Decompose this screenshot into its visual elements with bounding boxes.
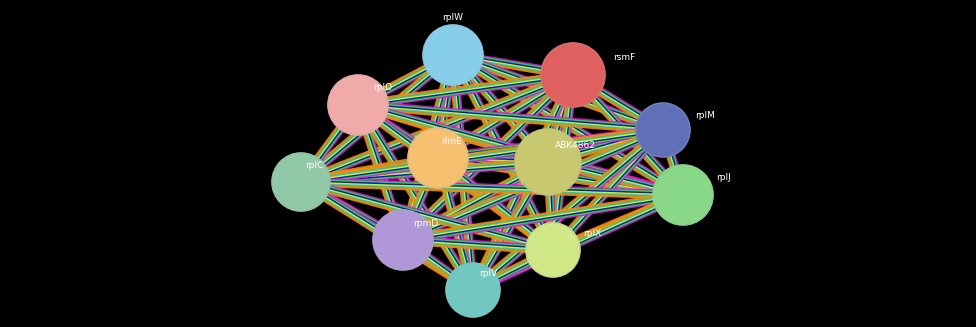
- Text: rplC: rplC: [305, 161, 323, 169]
- Text: rsmF: rsmF: [613, 54, 635, 62]
- Circle shape: [373, 210, 433, 270]
- Text: rplO: rplO: [373, 83, 392, 93]
- Text: rplJ: rplJ: [716, 174, 731, 182]
- Text: rplX: rplX: [583, 229, 601, 237]
- Circle shape: [272, 153, 330, 211]
- Circle shape: [653, 165, 713, 225]
- Circle shape: [541, 43, 605, 107]
- Text: rplV: rplV: [479, 268, 497, 278]
- Text: rpmD: rpmD: [413, 218, 438, 228]
- Circle shape: [526, 223, 580, 277]
- Text: rplW: rplW: [442, 13, 464, 23]
- Text: rplM: rplM: [695, 111, 714, 119]
- Text: rlmE: rlmE: [441, 136, 462, 146]
- Circle shape: [328, 75, 388, 135]
- Circle shape: [408, 128, 468, 188]
- Circle shape: [423, 25, 483, 85]
- Circle shape: [636, 103, 690, 157]
- Circle shape: [446, 263, 500, 317]
- Circle shape: [515, 129, 581, 195]
- Text: ABK4862: ABK4862: [555, 141, 596, 149]
